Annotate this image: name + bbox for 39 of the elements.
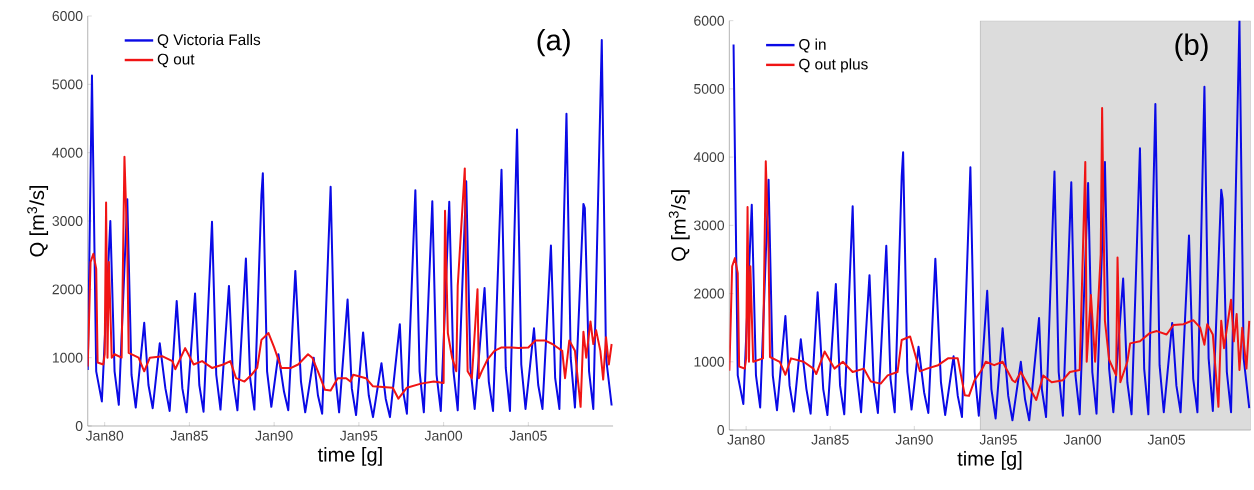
y-tick-label: 3000 bbox=[694, 220, 725, 231]
x-tick-label: Jan85 bbox=[170, 430, 208, 441]
y-tick-label: 1000 bbox=[694, 356, 725, 367]
x-tick-label: Jan05 bbox=[509, 430, 547, 441]
x-tick-label: Jan85 bbox=[811, 434, 849, 445]
y-tick-label: 0 bbox=[75, 421, 83, 431]
y-tick-label: 2000 bbox=[52, 284, 83, 295]
x-tick-label: Jan90 bbox=[255, 430, 293, 441]
y-axis-title: Q [m$^{3}$/s] bbox=[27, 185, 49, 257]
x-tick-label: Jan05 bbox=[1147, 434, 1186, 445]
y-tick-label: 5000 bbox=[52, 79, 83, 90]
legend-label: Q out plus bbox=[799, 58, 868, 73]
annotation: (a) bbox=[537, 28, 570, 57]
line-series bbox=[732, 20, 1251, 422]
y-tick-label: 6000 bbox=[694, 15, 725, 26]
annotation: (b) bbox=[1175, 33, 1208, 61]
legend-label: Q in bbox=[799, 38, 826, 53]
x-tick-label: Jan95 bbox=[340, 430, 378, 441]
y-tick-label: 5000 bbox=[694, 83, 725, 94]
y-tick-label: 4000 bbox=[52, 147, 83, 158]
y-axis-title: Q [m$^{3}$/s] bbox=[668, 190, 690, 261]
y-tick-label: 2000 bbox=[694, 288, 725, 299]
x-axis-title: time [g] bbox=[957, 451, 1022, 470]
line-series bbox=[87, 155, 613, 408]
x-tick-label: Jan80 bbox=[85, 430, 124, 441]
y-tick-label: 0 bbox=[717, 425, 725, 435]
y-tick-label: 1000 bbox=[52, 352, 83, 363]
x-tick-label: Jan90 bbox=[895, 434, 933, 445]
x-axis-title: time [g] bbox=[317, 447, 382, 466]
legend-label: Q out bbox=[157, 53, 195, 68]
x-tick-label: Jan00 bbox=[1063, 434, 1102, 445]
legend-label: Q Victoria Falls bbox=[157, 33, 261, 48]
y-tick-label: 6000 bbox=[52, 11, 83, 21]
x-tick-label: Jan95 bbox=[979, 434, 1017, 445]
y-tick-label: 4000 bbox=[693, 152, 725, 163]
line-series bbox=[729, 107, 1251, 408]
x-tick-label: Jan80 bbox=[727, 434, 765, 445]
x-tick-label: Jan00 bbox=[424, 430, 463, 441]
y-tick-label: 3000 bbox=[52, 216, 83, 226]
